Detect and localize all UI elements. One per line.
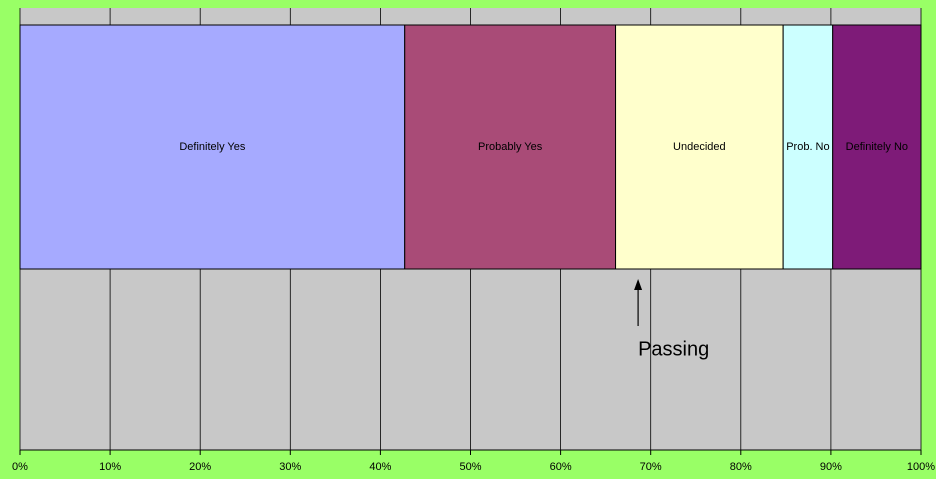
x-tick-label: 40%: [369, 461, 391, 473]
x-tick-label: 10%: [99, 461, 121, 473]
annotation-text: Passing: [638, 338, 709, 360]
x-tick-label: 90%: [820, 461, 842, 473]
bar-segment: [615, 24, 784, 270]
segment-label: Probably Yes: [478, 141, 543, 153]
segment-label: Prob. No: [786, 141, 829, 153]
x-tick-label: 80%: [730, 461, 752, 473]
x-tick-label: 100%: [907, 461, 935, 473]
segment-label: Undecided: [673, 141, 726, 153]
bar-segment: [832, 24, 922, 270]
x-tick-label: 50%: [459, 461, 481, 473]
bar-segment: [782, 24, 834, 270]
x-tick-label: 70%: [640, 461, 662, 473]
segment-label: Definitely No: [846, 141, 908, 153]
x-tick-label: 0%: [12, 461, 28, 473]
annotation-arrowhead: [634, 279, 643, 290]
segment-label: Definitely Yes: [179, 141, 246, 153]
bar-segment: [404, 24, 617, 270]
x-tick-label: 30%: [279, 461, 301, 473]
x-tick-label: 60%: [550, 461, 572, 473]
bar-segment: [19, 24, 406, 270]
x-tick-label: 20%: [189, 461, 211, 473]
